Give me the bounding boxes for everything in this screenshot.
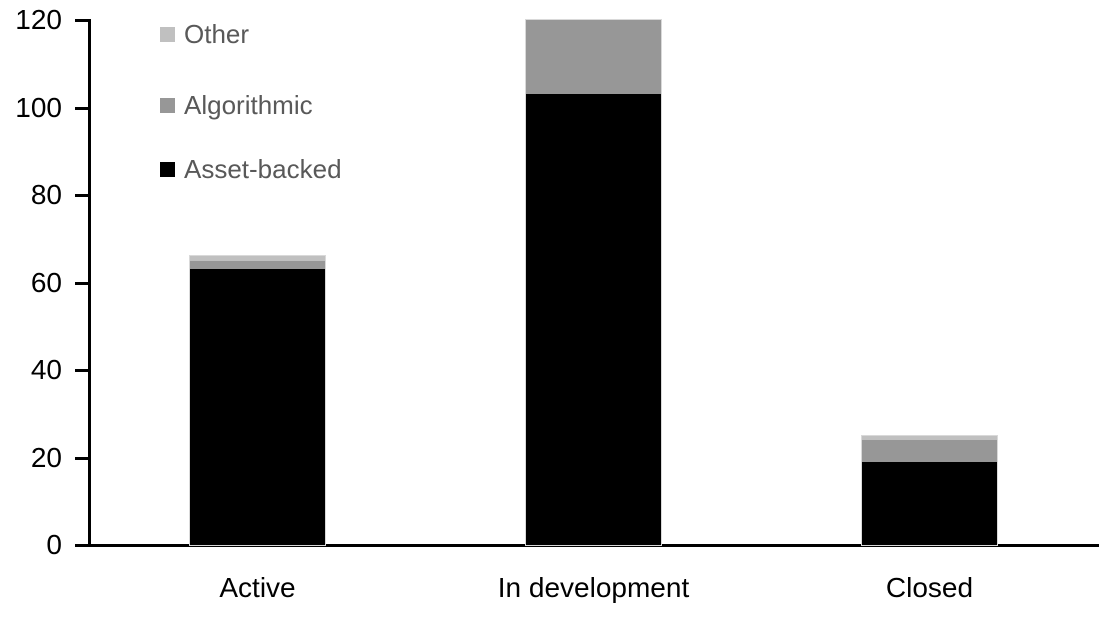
y-tick-label: 120 (15, 4, 62, 35)
legend-swatch-icon (160, 26, 175, 42)
legend-item-asset-backed: Asset-backed (160, 152, 342, 186)
x-axis-line (88, 544, 1099, 547)
bar-stack-closed (862, 435, 997, 545)
x-category-label: In development (497, 572, 690, 603)
bar-segment-other (190, 256, 325, 261)
legend-label: Algorithmic (184, 89, 313, 120)
bar-stack-active (190, 256, 325, 545)
y-tick-mark (75, 456, 88, 460)
bar-segment-other (862, 435, 997, 440)
bar-segment-algorithmic (526, 20, 661, 95)
y-tick-label: 20 (30, 441, 62, 473)
y-tick-label: 60 (30, 266, 62, 298)
y-tick-mark (75, 544, 88, 547)
y-tick-mark (75, 19, 88, 22)
bar-segment-algorithmic (862, 440, 997, 462)
legend-label: Asset-backed (184, 153, 342, 184)
legend-swatch-icon (160, 97, 175, 113)
y-axis-line (88, 19, 91, 547)
y-tick-label: 0 (46, 529, 62, 560)
y-tick-mark (75, 369, 88, 372)
x-category-label: Active (219, 572, 296, 603)
y-tick-label: 40 (30, 354, 62, 385)
bar-segment-asset-backed (862, 461, 997, 545)
y-tick-mark (75, 106, 88, 110)
bar-segment-algorithmic (190, 260, 325, 270)
legend-label: Other (184, 18, 250, 49)
y-tick-mark (75, 281, 88, 285)
bar-segment-asset-backed (190, 269, 325, 545)
bar-stack-in-development (526, 20, 661, 545)
bar-segment-asset-backed (526, 94, 661, 545)
y-tick-mark (75, 194, 88, 197)
legend-swatch-icon (160, 161, 175, 177)
x-category-label: Closed (885, 572, 974, 603)
y-tick-label: 100 (15, 91, 62, 123)
legend-item-other: Other (160, 17, 249, 51)
y-tick-label: 80 (30, 179, 62, 210)
legend-item-algorithmic: Algorithmic (160, 88, 313, 122)
